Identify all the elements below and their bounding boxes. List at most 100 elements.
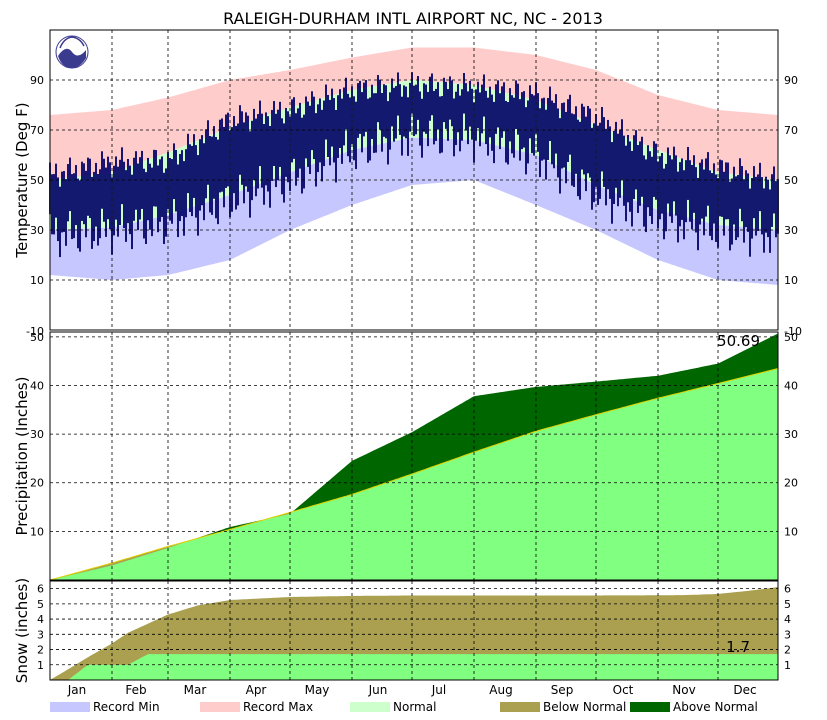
observed-temperature-bar [407,97,409,156]
observed-temperature-bar [165,168,167,237]
observed-temperature-bar [115,156,117,220]
observed-temperature-bar [155,150,157,207]
observed-temperature-bar [463,72,465,114]
observed-temperature-bar [567,99,569,162]
observed-snow-area [50,654,778,680]
observed-temperature-bar [275,113,277,188]
observed-temperature-bar [267,116,269,192]
observed-temperature-bar [533,95,535,156]
observed-temperature-bar [763,188,765,253]
observed-temperature-bar [107,156,109,220]
precipitation-tick-label-left: 30 [30,428,44,441]
observed-temperature-bar [471,88,473,140]
observed-temperature-bar [575,106,577,174]
observed-temperature-bar [227,112,229,187]
observed-temperature-bar [631,150,633,227]
observed-temperature-bar [701,159,703,219]
observed-temperature-bar [525,107,527,175]
observed-temperature-bar [239,105,241,175]
observed-temperature-bar [491,94,493,151]
observed-temperature-bar [547,97,549,160]
observed-temperature-bar [185,149,187,218]
observed-temperature-bar [241,111,243,185]
observed-temperature-bar [385,85,387,139]
precipitation-tick-label-right: 10 [784,525,798,538]
observed-temperature-bar [725,162,727,220]
observed-temperature-bar [123,161,125,229]
observed-temperature-bar [677,171,679,243]
observed-temperature-bar [293,97,295,159]
observed-temperature-bar [743,179,745,243]
observed-temperature-bar [469,80,471,127]
observed-temperature-bar [133,157,135,221]
observed-temperature-bar [97,173,99,246]
observed-temperature-bar [363,82,365,137]
observed-temperature-bar [259,100,261,167]
observed-temperature-bar [243,122,245,204]
observed-temperature-bar [475,89,477,141]
observed-temperature-bar [335,110,337,183]
observed-temperature-bar [283,123,285,203]
observed-temperature-bar [527,100,529,164]
observed-temperature-bar [313,96,315,160]
observed-temperature-bar [447,89,449,141]
month-tick-label: Sep [551,683,574,697]
observed-temperature-bar [647,145,649,208]
observed-temperature-bar [101,151,103,209]
observed-temperature-bar [637,145,639,213]
observed-temperature-bar [513,97,515,158]
observed-temperature-bar [693,155,695,213]
observed-temperature-bar [455,91,457,146]
observed-temperature-bar [697,177,699,251]
observed-temperature-bar [309,105,311,174]
observed-temperature-bar [295,113,297,186]
observed-temperature-bar [621,119,623,180]
observed-temperature-bar [53,174,55,235]
observed-temperature-bar [591,127,593,210]
observed-temperature-bar [423,83,425,132]
snow-tick-label-left: 6 [37,583,44,596]
observed-temperature-bar [589,108,591,178]
observed-temperature-bar [441,96,443,153]
observed-temperature-bar [145,172,147,244]
observed-temperature-bar [325,84,327,140]
observed-temperature-bar [459,95,461,152]
observed-temperature-bar [175,149,177,212]
observed-temperature-bar [147,157,149,221]
observed-temperature-bar [343,87,345,146]
observed-temperature-bar [679,162,681,227]
snow-tick-label-left: 1 [37,659,44,672]
observed-temperature-bar [757,174,759,231]
observed-temperature-bar [497,80,499,128]
observed-temperature-bar [77,178,79,249]
observed-temperature-bar [747,173,749,232]
observed-temperature-bar [109,162,111,230]
observed-temperature-bar [583,106,585,175]
observed-temperature-bar [521,92,523,150]
observed-temperature-bar [371,84,373,140]
observed-temperature-bar [231,127,233,212]
observed-temperature-bars [49,72,779,258]
observed-temperature-bar [319,98,321,163]
precipitation-tick-label-left: 20 [30,477,44,490]
normal-precip-line [49,368,779,581]
month-tick-label: Nov [672,683,695,697]
observed-temperature-bar [237,123,239,206]
observed-temperature-bar [217,139,219,225]
temperature-tick-label-right: 10 [784,274,798,287]
observed-temperature-bar [619,129,621,198]
observed-temperature-bar [635,130,637,190]
observed-temperature-bar [431,73,433,116]
observed-temperature-bar [767,179,769,238]
observed-temperature-bar [195,145,197,218]
observed-temperature-bar [655,143,657,200]
observed-temperature-bar [405,86,407,139]
month-tick-label: Mar [184,683,207,697]
observed-temperature-bar [345,77,347,130]
precipitation-tick-label-left: 50 [30,331,44,344]
observed-temperature-bar [477,81,479,129]
observed-temperature-bar [207,120,209,185]
observed-temperature-bar [105,167,107,237]
observed-temperature-bar [601,107,603,172]
observed-temperature-bar [169,157,171,221]
